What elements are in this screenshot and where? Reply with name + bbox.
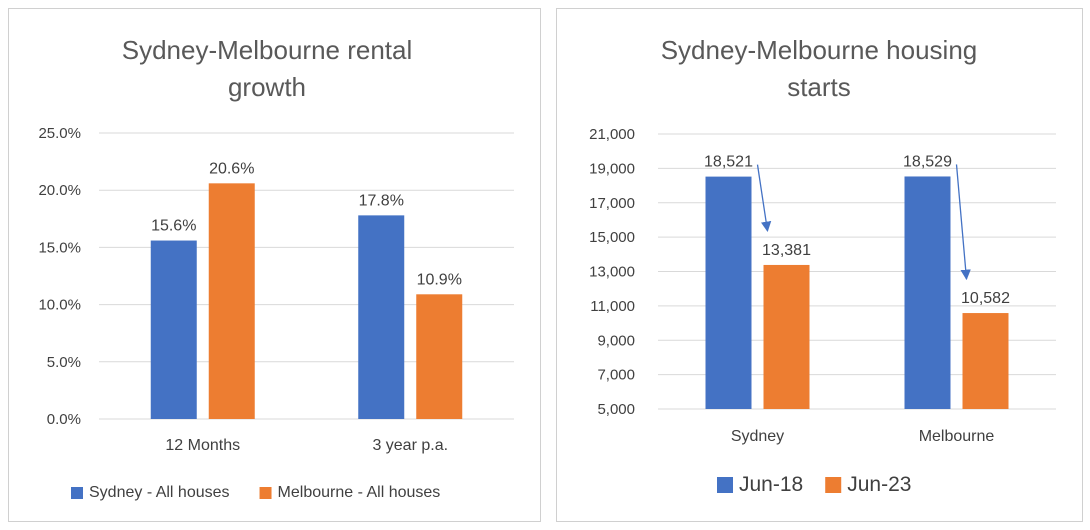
starts-bar-1-2 (904, 176, 951, 409)
starts-y-tick-label: 7,000 (597, 367, 635, 384)
starts-data-label-2-2: 10,582 (961, 290, 1010, 307)
starts-title-line-2: starts (787, 72, 851, 102)
starts-y-tick-label: 17,000 (589, 195, 635, 212)
starts-bar-1-1 (705, 176, 752, 409)
rent-bar-2-1 (208, 183, 255, 419)
starts-arrow-annotation-2 (955, 164, 971, 281)
starts-data-label-1-1: 18,521 (704, 154, 753, 171)
rent-legend-label-2: Melbourne - All houses (278, 484, 441, 501)
rent-category-label-2: 3 year p.a. (372, 437, 448, 454)
rent-y-tick-label: 5.0% (47, 354, 81, 371)
starts-y-tick-label: 9,000 (597, 332, 635, 349)
starts-y-tick-label: 5,000 (597, 401, 635, 418)
starts-y-tick-label: 11,000 (590, 298, 635, 315)
rent-bar-2-2 (416, 294, 463, 419)
starts-legend-label-2: Jun-23 (847, 473, 911, 496)
rent-y-tick-label: 0.0% (47, 411, 81, 428)
rental-growth-chart: Sydney-Melbourne rental growth 0.0% 5.0% 10.… (38, 35, 514, 501)
starts-bar-2-2 (962, 313, 1009, 409)
housing-starts-chart-panel: Sydney-Melbourne housing starts 5,000 7,000… (556, 8, 1083, 522)
rent-data-label-2-2: 10.9% (417, 271, 462, 288)
rent-y-tick-label: 20.0% (38, 182, 81, 199)
rent-legend-swatch-1 (71, 487, 83, 499)
starts-legend-swatch-1 (717, 477, 733, 493)
starts-y-tick-label: 21,000 (589, 126, 635, 143)
starts-data-label-1-2: 18,529 (903, 153, 952, 170)
starts-category-label-2: Melbourne (919, 428, 995, 445)
starts-y-tick-label: 19,000 (589, 160, 635, 177)
rent-data-label-1-1: 15.6% (151, 218, 196, 235)
rent-y-tick-label: 15.0% (38, 239, 81, 256)
rent-title-line-1: Sydney-Melbourne rental (122, 35, 413, 65)
rent-data-label-1-2: 17.8% (359, 192, 404, 209)
starts-y-tick-label: 13,000 (589, 264, 635, 281)
starts-data-label-2-1: 13,381 (762, 242, 811, 259)
rent-legend-swatch-2 (259, 487, 272, 499)
rent-data-label-2-1: 20.6% (209, 160, 254, 177)
rent-legend-label-1: Sydney - All houses (89, 484, 230, 501)
starts-legend-swatch-2 (825, 477, 842, 493)
starts-bar-2-1 (763, 264, 810, 409)
housing-starts-chart: Sydney-Melbourne housing starts 5,000 7,000… (589, 35, 1056, 496)
rent-title-line-2: growth (228, 72, 306, 102)
rent-bar-1-2 (358, 215, 405, 419)
starts-legend-label-1: Jun-18 (739, 473, 803, 496)
starts-title-line-1: Sydney-Melbourne housing (661, 35, 978, 65)
rent-y-tick-label: 25.0% (38, 125, 81, 142)
rent-category-label-1: 12 Months (165, 437, 240, 454)
starts-arrow-annotation-1 (756, 164, 772, 232)
rental-growth-chart-panel: Sydney-Melbourne rental growth 0.0% 5.0% 10.… (8, 8, 541, 522)
rent-y-tick-label: 10.0% (38, 297, 81, 314)
rent-bar-1-1 (150, 240, 197, 419)
starts-y-tick-label: 15,000 (589, 229, 635, 246)
starts-category-label-1: Sydney (731, 428, 784, 445)
